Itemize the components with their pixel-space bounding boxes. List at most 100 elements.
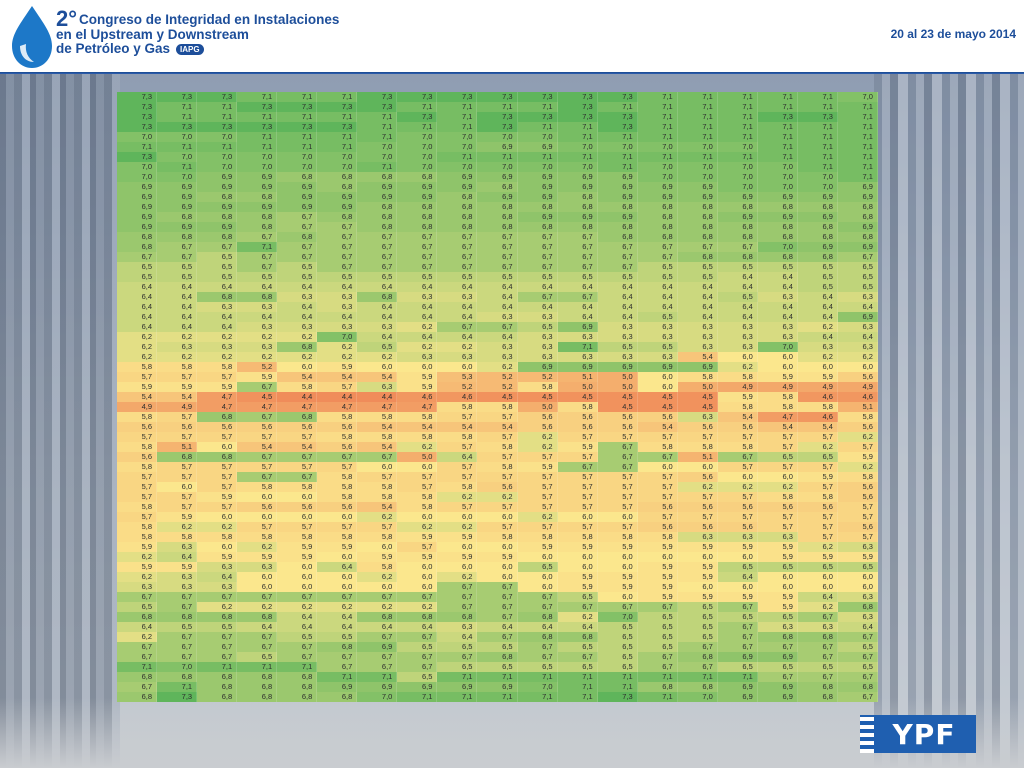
heatmap-cell: 6,4 [157,292,198,302]
heatmap-cell: 6,9 [757,652,798,662]
heatmap-cell: 6,7 [357,232,398,242]
heatmap-cell: 6,8 [837,232,878,242]
heatmap-cell: 6,8 [277,412,318,422]
heatmap-cell: 6,5 [117,602,158,612]
heatmap-cell: 6,5 [637,272,678,282]
heatmap-cell: 6,7 [557,252,598,262]
heatmap-cell: 7,0 [277,152,318,162]
heatmap-cell: 5,4 [317,372,358,382]
heatmap-cell: 6,0 [757,352,798,362]
heatmap-cell: 7,1 [717,672,758,682]
heatmap-cell: 5,7 [757,432,798,442]
heatmap-cell: 6,7 [237,232,278,242]
heatmap-cell: 7,3 [797,112,838,122]
heatmap-cell: 6,5 [557,592,598,602]
heatmap-cell: 6,7 [717,632,758,642]
heatmap-cell: 7,1 [277,92,318,102]
heatmap-cell: 6,9 [117,202,158,212]
heatmap-cell: 6,0 [277,572,318,582]
heatmap-cell: 5,8 [117,362,158,372]
heatmap-cell: 5,4 [357,442,398,452]
heatmap-cell: 6,7 [837,652,878,662]
heatmap-cell: 6,7 [157,252,198,262]
heatmap-cell: 6,4 [117,282,158,292]
heatmap-cell: 6,7 [357,242,398,252]
heatmap-cell: 6,8 [517,202,558,212]
heatmap-cell: 7,1 [317,142,358,152]
heatmap-cell: 6,5 [677,632,718,642]
heatmap-cell: 6,3 [757,622,798,632]
heatmap-cell: 6,8 [637,232,678,242]
heatmap-cell: 5,8 [637,532,678,542]
heatmap-cell: 6,7 [357,632,398,642]
heatmap-cell: 6,3 [677,322,718,332]
heatmap-cell: 6,9 [117,192,158,202]
heatmap-cell: 7,3 [397,92,438,102]
heatmap-cell: 6,7 [597,252,638,262]
heatmap-cell: 5,9 [397,532,438,542]
heatmap-cell: 5,8 [797,402,838,412]
heatmap-cell: 6,4 [237,282,278,292]
heatmap-cell: 5,8 [477,402,518,412]
heatmap-cell: 6,4 [437,312,478,322]
heatmap-cell: 6,5 [637,632,678,642]
heatmap-cell: 6,5 [597,342,638,352]
heatmap-cell: 7,1 [237,112,278,122]
heatmap-cell: 4,9 [157,402,198,412]
heatmap-cell: 7,0 [397,152,438,162]
heatmap-cell: 7,1 [517,692,558,702]
heatmap-cell: 6,9 [117,222,158,232]
heatmap-cell: 6,7 [397,662,438,672]
heatmap-cell: 5,7 [477,452,518,462]
heatmap-cell: 6,4 [317,562,358,572]
heatmap-cell: 6,3 [517,352,558,362]
heatmap-cell: 7,0 [557,162,598,172]
heatmap-cell: 7,1 [317,112,358,122]
heatmap-cell: 7,3 [317,102,358,112]
heatmap-cell: 7,0 [157,662,198,672]
heatmap-cell: 6,4 [757,272,798,282]
heatmap-cell: 5,7 [717,512,758,522]
heatmap-cell: 7,1 [637,692,678,702]
heatmap-cell: 6,4 [197,312,238,322]
heatmap-cell: 6,2 [357,512,398,522]
heatmap-cell: 5,4 [397,422,438,432]
heatmap-cell: 6,4 [197,572,238,582]
heatmap-cell: 6,7 [237,262,278,272]
heatmap-cell: 6,4 [597,312,638,322]
heatmap-cell: 6,3 [677,532,718,542]
heatmap-cell: 5,7 [477,432,518,442]
heatmap-cell: 5,9 [517,542,558,552]
heatmap-cell: 7,0 [477,132,518,142]
heatmap-cell: 7,0 [397,162,438,172]
heatmap-cell: 6,4 [237,312,278,322]
heatmap-cell: 5,6 [637,412,678,422]
heatmap-cell: 6,9 [477,682,518,692]
heatmap-cell: 6,8 [837,602,878,612]
heatmap-cell: 6,4 [157,282,198,292]
heatmap-cell: 7,1 [757,122,798,132]
heatmap-cell: 6,2 [837,432,878,442]
heatmap-cell: 4,9 [757,382,798,392]
heatmap-cell: 6,2 [397,342,438,352]
background-bottom-fade [0,698,1024,768]
heatmap-cell: 6,3 [237,302,278,312]
heatmap-cell: 7,1 [837,172,878,182]
heatmap-cell: 7,3 [237,102,278,112]
heatmap-cell: 6,2 [797,352,838,362]
heatmap-cell: 6,8 [157,672,198,682]
heatmap-cell: 5,8 [677,372,718,382]
heatmap-cell: 5,8 [277,382,318,392]
heatmap-cell: 6,7 [237,412,278,422]
heatmap-cell: 7,3 [557,102,598,112]
heatmap-cell: 5,9 [717,542,758,552]
heatmap-cell: 6,7 [397,632,438,642]
heatmap-cell: 6,8 [397,222,438,232]
heatmap-cell: 5,9 [397,372,438,382]
heatmap-cell: 5,8 [797,492,838,502]
heatmap-cell: 6,8 [237,212,278,222]
heatmap-cell: 6,7 [117,652,158,662]
heatmap-cell: 6,8 [277,682,318,692]
heatmap-cell: 6,0 [597,562,638,572]
heatmap-cell: 7,1 [237,662,278,672]
